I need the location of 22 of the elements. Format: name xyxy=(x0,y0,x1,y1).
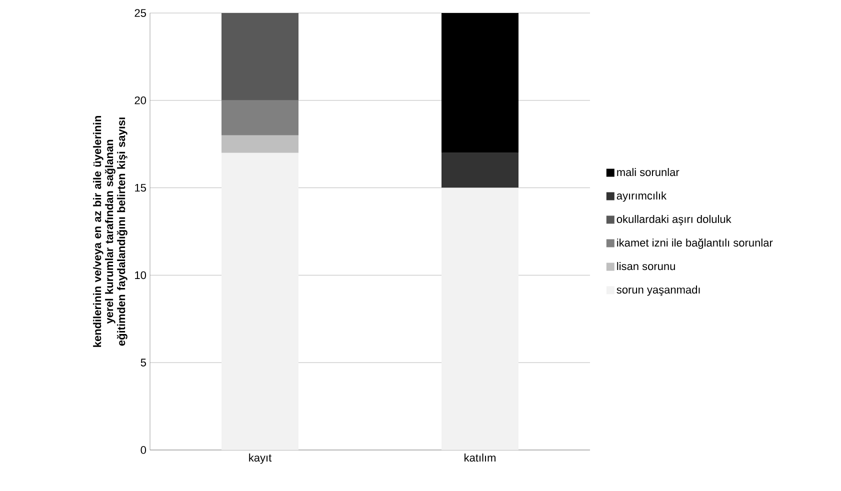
bar xyxy=(442,188,519,450)
bar xyxy=(222,100,298,136)
y-tick-label: 15 xyxy=(135,184,146,192)
bar xyxy=(442,152,519,188)
bar xyxy=(222,152,298,450)
bar xyxy=(222,13,298,100)
legend-label: okullardaki aşırı doluluk xyxy=(616,214,732,226)
bar xyxy=(442,13,519,153)
y-axis-title: kendilerinin ve/veya en az bir aile üyelerinin yerel kurumlar tarafından sağlanan eğitimden faydalandığını belirten kişi sayısı xyxy=(93,116,128,347)
y-tick-label: 20 xyxy=(134,96,146,104)
legend-label: ikamet izni ile bağlantılı sorunlar xyxy=(617,238,773,249)
x-tick-label: kayıt xyxy=(249,454,272,464)
legend-label: mali sorunlar xyxy=(617,168,680,176)
y-tick-label: 10 xyxy=(135,271,146,280)
y-tick-label: 0 xyxy=(140,446,146,454)
legend-label: ayırımcılık xyxy=(616,191,667,202)
x-tick-label: katılım xyxy=(464,454,496,462)
bar xyxy=(222,135,298,153)
legend-label: sorun yaşanmadı xyxy=(616,286,700,296)
legend-label: lisan sorunu xyxy=(617,262,675,270)
y-tick-label: 5 xyxy=(140,358,146,366)
y-tick-label: 25 xyxy=(134,9,146,17)
